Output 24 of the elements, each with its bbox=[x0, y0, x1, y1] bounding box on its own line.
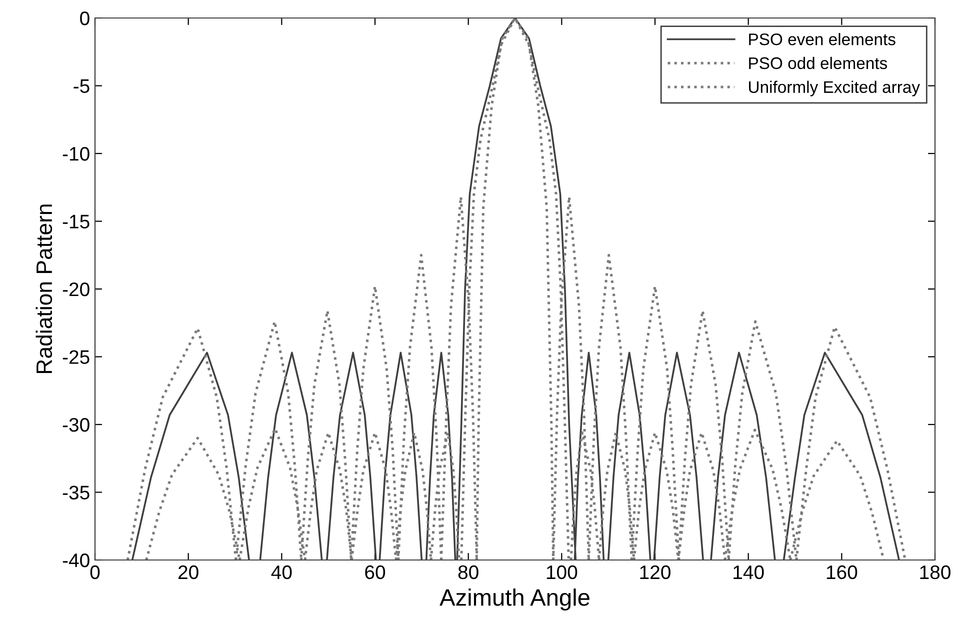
y-tick-label: -35 bbox=[62, 486, 90, 500]
y-tick-label: -5 bbox=[74, 79, 90, 93]
x-tick-label: 120 bbox=[640, 565, 670, 580]
legend-label: Uniformly Excited array bbox=[749, 80, 920, 96]
x-tick-label: 60 bbox=[365, 565, 386, 580]
x-tick-label: 160 bbox=[826, 565, 858, 580]
y-tick-label: 0 bbox=[80, 11, 90, 26]
x-tick-label: 20 bbox=[178, 565, 198, 580]
legend-label: PSO odd elements bbox=[749, 56, 888, 70]
y-tick-label: -25 bbox=[62, 350, 90, 364]
x-tick-label: 0 bbox=[90, 565, 100, 580]
x-tick-label: 40 bbox=[271, 565, 292, 580]
y-axis-title: Radiation Pattern bbox=[36, 204, 52, 374]
x-tick-label: 180 bbox=[920, 565, 950, 580]
y-tick-label: -10 bbox=[62, 146, 90, 161]
x-tick-label: 100 bbox=[546, 565, 578, 580]
y-tick-label: -15 bbox=[62, 214, 90, 228]
x-tick-label: 140 bbox=[734, 565, 764, 580]
y-tick-label: -20 bbox=[62, 282, 90, 296]
x-axis-title: Azimuth Angle bbox=[440, 588, 590, 611]
y-tick-label: -40 bbox=[62, 553, 90, 568]
x-tick-label: 80 bbox=[458, 565, 478, 580]
y-tick-label: -30 bbox=[62, 418, 90, 432]
legend-label: PSO even elements bbox=[749, 33, 896, 46]
